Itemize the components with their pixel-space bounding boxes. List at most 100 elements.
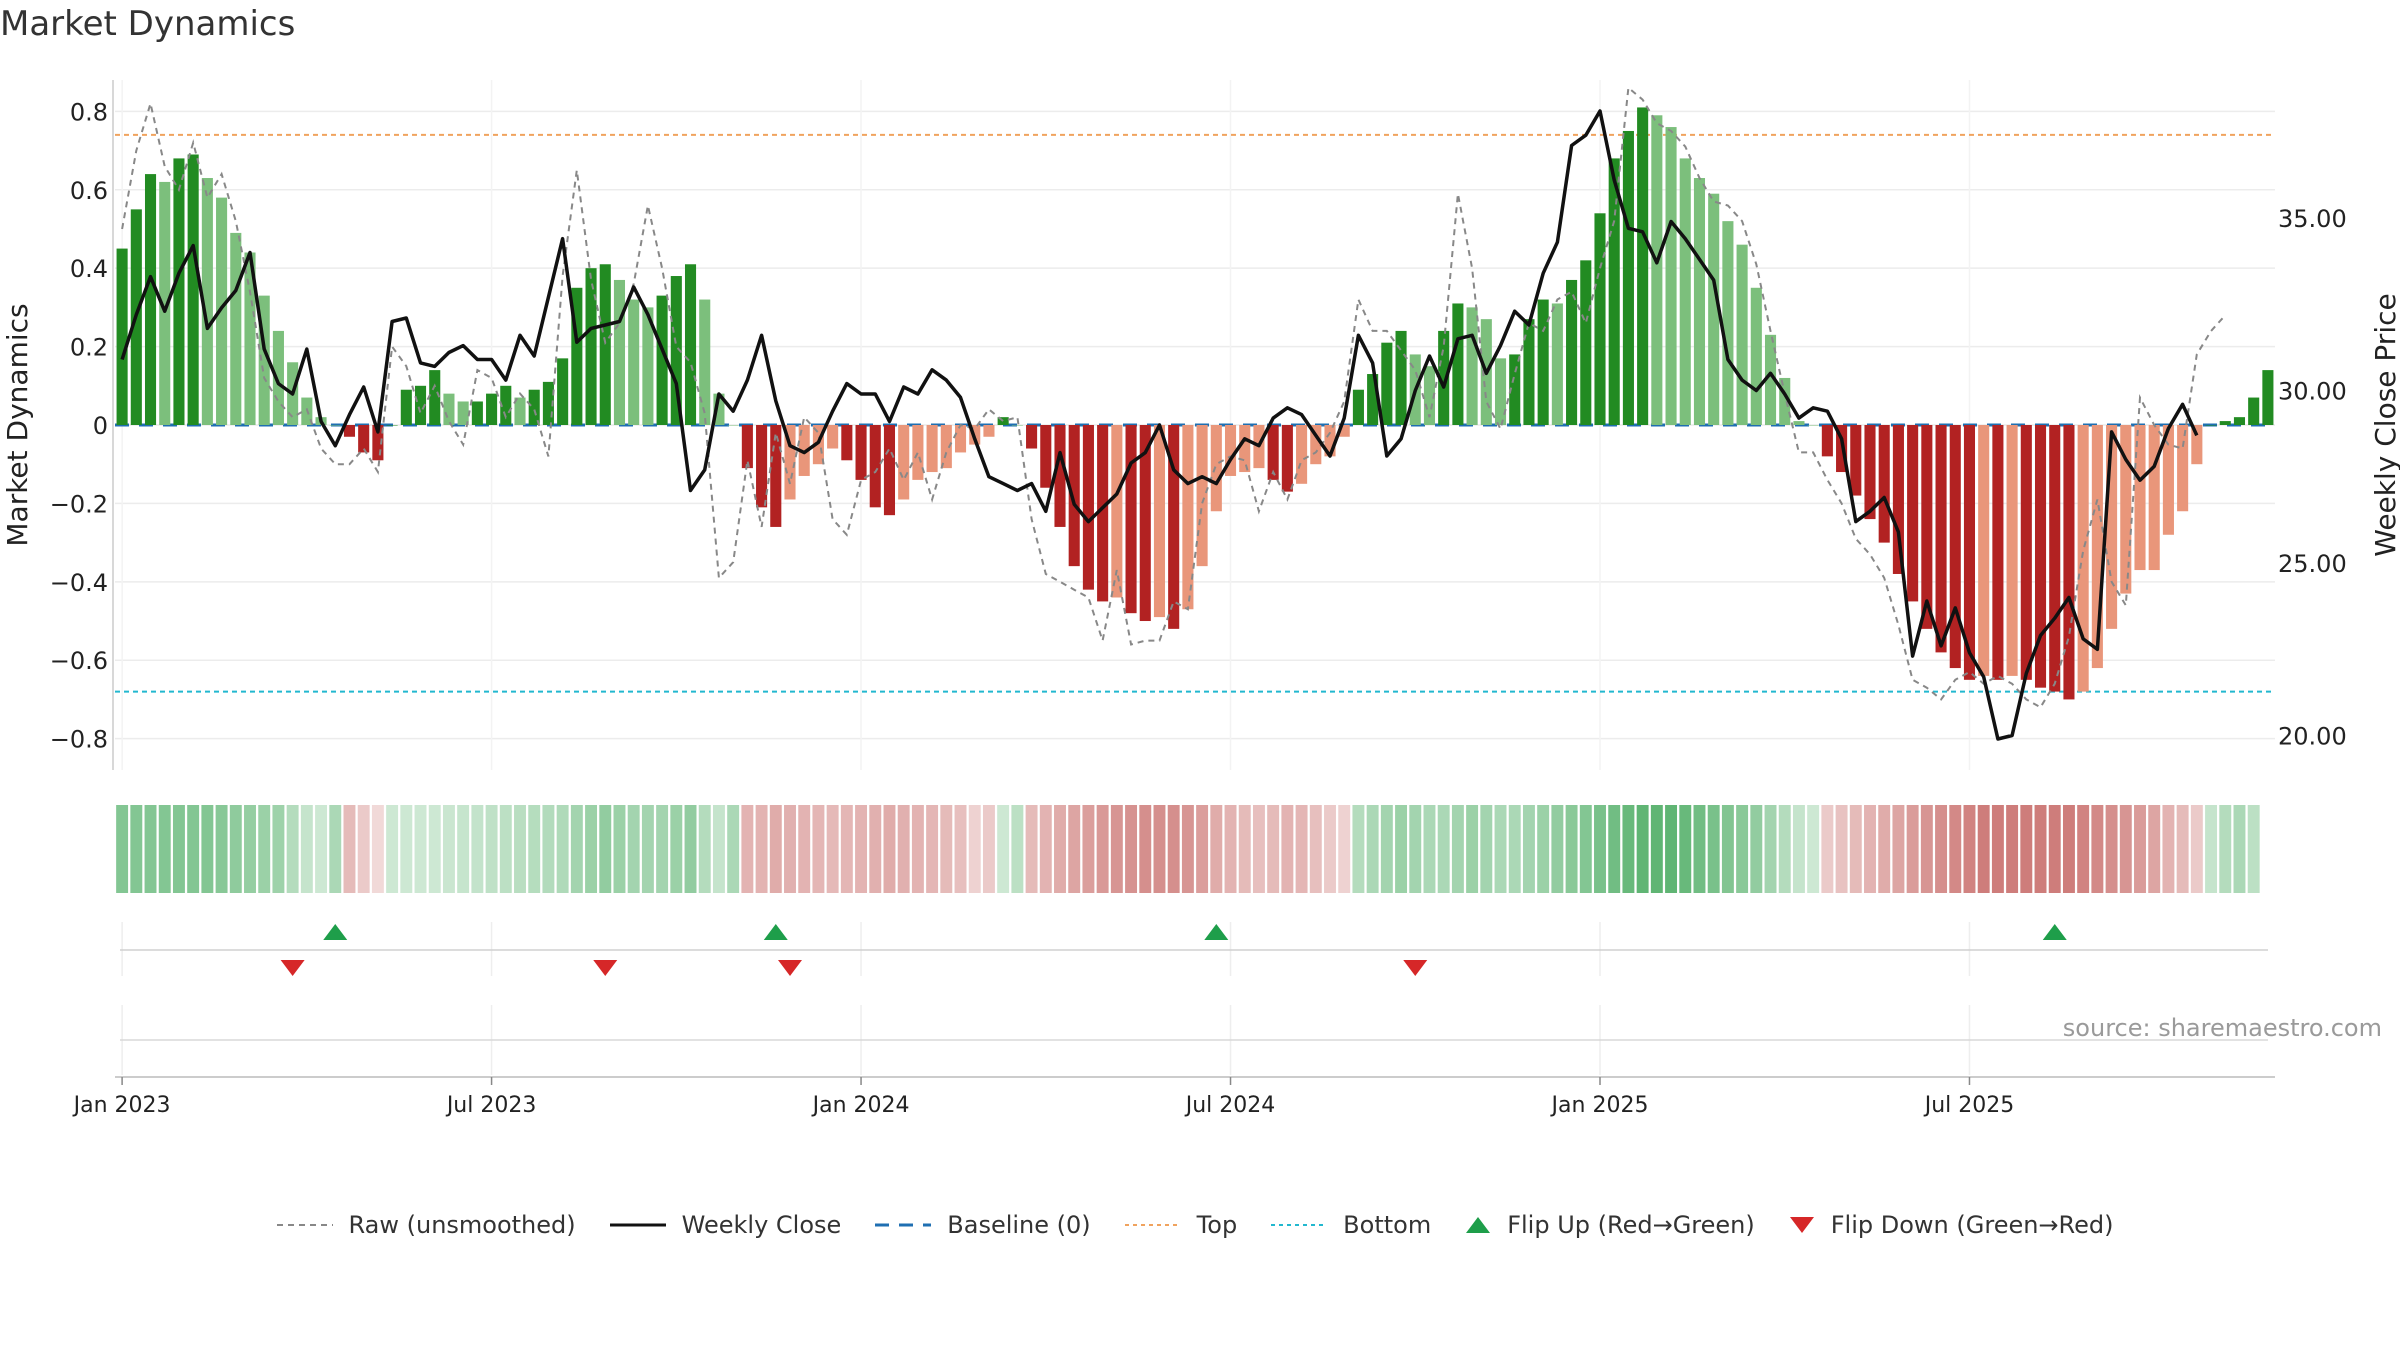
- band-cell: [1054, 805, 1066, 893]
- momentum-bar: [1026, 425, 1038, 449]
- momentum-bar: [500, 385, 512, 425]
- momentum-bar: [1736, 244, 1748, 425]
- flip-markers-panel: [120, 922, 2268, 976]
- legend: Raw (unsmoothed) Weekly Close Baseline (…: [0, 1205, 2400, 1245]
- band-cell: [1636, 805, 1649, 893]
- band-cell: [1295, 805, 1308, 893]
- y-tick-label: −0.2: [50, 490, 108, 518]
- band-cell: [1110, 805, 1123, 893]
- band-cell: [2134, 805, 2146, 893]
- momentum-bar: [1651, 115, 1663, 425]
- band-cell: [1551, 805, 1564, 893]
- date-panel: Jan 2023 Jul 2023 Jan 2024 Jul 2024 Jan 2025…: [72, 1005, 2275, 1118]
- band-cell: [1721, 805, 1734, 893]
- momentum-bar: [1267, 425, 1279, 480]
- band-cell: [499, 805, 512, 893]
- band-cell: [158, 805, 171, 893]
- band-cell: [727, 805, 740, 893]
- momentum-bar: [1850, 425, 1862, 496]
- momentum-bar: [2177, 425, 2189, 512]
- legend-label: Bottom: [1343, 1211, 1432, 1239]
- band-cell: [556, 805, 569, 893]
- momentum-bar: [1864, 425, 1876, 520]
- legend-label: Flip Down (Green→Red): [1830, 1211, 2114, 1239]
- y2-tick-label: 20.00: [2278, 723, 2347, 751]
- momentum-bar: [400, 389, 412, 425]
- band-cell: [840, 805, 853, 893]
- band-cell: [1579, 805, 1592, 893]
- y-tick-label: 0.4: [70, 255, 108, 283]
- band-cell: [1153, 805, 1166, 893]
- momentum-bar: [258, 295, 270, 425]
- momentum-bar: [557, 358, 569, 425]
- band-cell: [1935, 805, 1948, 893]
- momentum-bar: [272, 330, 284, 425]
- momentum-bar: [2162, 425, 2174, 535]
- momentum-bar: [2020, 425, 2032, 680]
- momentum-bar: [997, 417, 1009, 425]
- momentum-bars: [116, 107, 2274, 700]
- momentum-bar: [2191, 425, 2203, 465]
- momentum-bar: [670, 276, 682, 425]
- momentum-bar: [244, 252, 256, 425]
- band-cell: [670, 805, 683, 893]
- x-tick-label: Jul 2023: [445, 1093, 537, 1118]
- band-cell: [1068, 805, 1081, 893]
- momentum-bar: [883, 425, 896, 516]
- momentum-bar: [1352, 389, 1364, 425]
- momentum-bar: [628, 299, 640, 425]
- legend-item-flip-down: Flip Down (Green→Red): [1787, 1211, 2114, 1239]
- flip-down-marker: [1403, 960, 1428, 976]
- band-cell: [1821, 805, 1834, 893]
- band-cell: [2190, 805, 2203, 893]
- momentum-bar: [1367, 374, 1379, 425]
- momentum-bar: [159, 181, 171, 425]
- momentum-bar: [1537, 299, 1549, 425]
- flip-up-marker: [1204, 924, 1229, 940]
- momentum-bar: [940, 425, 952, 469]
- momentum-bar: [1708, 193, 1720, 425]
- band-cell: [911, 805, 924, 893]
- solid-black-line-icon: [609, 1223, 666, 1227]
- band-cell: [684, 805, 697, 893]
- band-cell: [343, 805, 356, 893]
- band-cell: [1522, 805, 1535, 893]
- band-cell: [1451, 805, 1464, 893]
- band-cell: [2048, 805, 2061, 893]
- momentum-bar: [1281, 425, 1293, 492]
- band-cell: [2105, 805, 2118, 893]
- momentum-bar: [1224, 425, 1237, 476]
- band-cell: [826, 805, 839, 893]
- y-tick-label: 0.6: [70, 177, 108, 205]
- band-cell: [1338, 805, 1351, 893]
- band-cell: [1025, 805, 1038, 893]
- momentum-bar: [1892, 425, 1904, 574]
- momentum-bar: [898, 425, 910, 500]
- band-cell: [1224, 805, 1237, 893]
- band-cell: [400, 805, 413, 893]
- band-cell: [357, 805, 370, 893]
- legend-label: Flip Up (Red→Green): [1507, 1211, 1755, 1239]
- band-cell: [1238, 805, 1251, 893]
- band-cell: [2205, 805, 2218, 893]
- momentum-bar: [1381, 342, 1393, 425]
- momentum-bar: [201, 178, 213, 425]
- momentum-bar: [571, 287, 583, 425]
- band-cell: [471, 805, 484, 893]
- momentum-bar: [216, 197, 228, 425]
- band-cell: [1196, 805, 1209, 893]
- band-cell: [798, 805, 811, 893]
- momentum-bar: [1494, 358, 1507, 425]
- band-cell: [371, 805, 384, 893]
- momentum-bar: [1949, 425, 1961, 669]
- momentum-bar: [2120, 425, 2132, 594]
- band-cell: [1679, 805, 1692, 893]
- momentum-bar: [1523, 319, 1535, 425]
- momentum-bar: [358, 425, 370, 453]
- band-cell: [599, 805, 612, 893]
- red-triangle-down-icon: [1789, 1217, 1814, 1233]
- band-cell: [954, 805, 967, 893]
- band-cell: [201, 805, 214, 893]
- momentum-bar: [585, 268, 597, 425]
- band-cell: [712, 805, 725, 893]
